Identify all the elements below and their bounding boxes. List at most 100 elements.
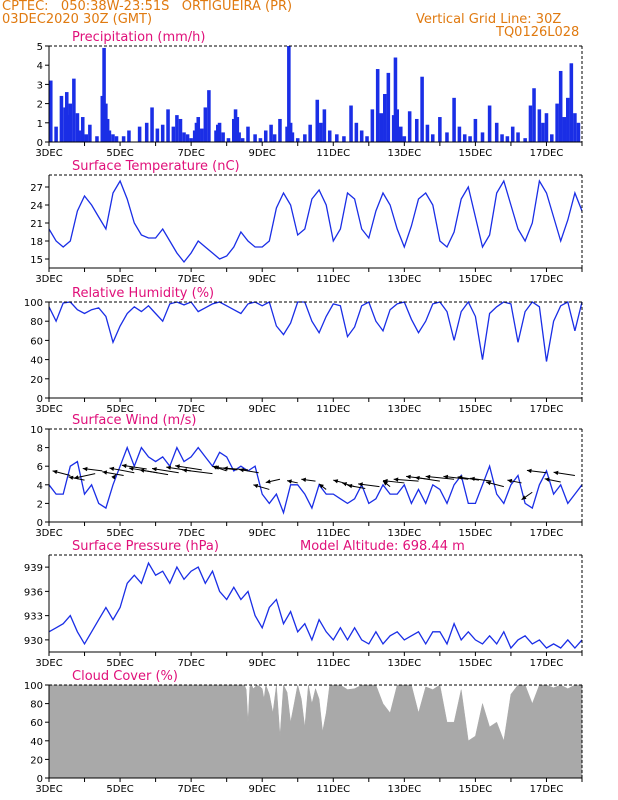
precip-bar	[88, 124, 92, 142]
precip-x-tick-label: 5DEC	[106, 148, 133, 159]
precip-bar	[569, 63, 574, 142]
pressure-y-tick-label: 930	[24, 636, 43, 647]
precip-bar	[308, 124, 312, 142]
wind-arrow-head	[68, 475, 74, 480]
wind-arrow-head	[301, 477, 306, 482]
precip-bar	[438, 117, 442, 142]
precip-bar	[349, 105, 353, 142]
precip-bar	[160, 124, 165, 142]
wind-series-line	[48, 445, 583, 515]
precip-bar	[399, 126, 403, 142]
precip-y-tick-label: 1	[37, 119, 43, 130]
wind-arrow-head	[457, 475, 463, 480]
rh-y-tick-label: 80	[30, 317, 43, 328]
precip-bar	[541, 122, 545, 142]
pressure-x-tick-label: 3DEC	[35, 658, 62, 669]
cloud-x-tick-label: 13DEC	[387, 784, 421, 795]
wind-y-tick-label: 2	[37, 499, 43, 510]
temp-panel: 15 18 21 24 27 3DEC 5DEC 7DEC 9DEC 11DEC 13DEC 15DE…	[30, 159, 583, 285]
precip-bar	[359, 130, 364, 142]
precip-bar	[462, 134, 467, 142]
precip-bar	[246, 126, 250, 142]
rh-x-tick-label: 11DEC	[316, 404, 350, 415]
wind-y-tick-label: 0	[37, 518, 43, 529]
wind-title: Surface Wind (m/s)	[72, 413, 196, 428]
precip-bar	[203, 107, 208, 142]
wind-y-tick-label: 8	[37, 444, 43, 455]
precip-bar	[194, 122, 199, 142]
cloud-y-tick-label: 100	[24, 681, 43, 692]
precip-title: Precipitation (mm/h)	[72, 30, 205, 45]
wind-x-tick-label: 11DEC	[316, 528, 350, 539]
pressure-x-tick-label: 9DEC	[249, 658, 276, 669]
pressure-y-tick-label: 933	[24, 612, 43, 623]
cloud-x-tick-label: 15DEC	[459, 784, 493, 795]
wind-arrow-head	[425, 474, 431, 479]
temp-y-tick-label: 24	[30, 201, 43, 212]
precip-bar	[335, 134, 339, 142]
precip-bar	[207, 90, 211, 142]
temp-x-tick-label: 17DEC	[530, 274, 564, 285]
pressure-series-line	[48, 561, 583, 650]
precip-bar	[64, 92, 69, 142]
temp-x-tick-label: 7DEC	[177, 274, 204, 285]
precip-bar	[102, 47, 106, 142]
precip-bar	[49, 80, 53, 142]
wind-arrow-head	[486, 481, 491, 486]
precip-bar	[80, 117, 85, 142]
wind-arrow-head	[52, 469, 58, 475]
precip-bar	[263, 130, 268, 142]
precip-bar	[532, 88, 536, 142]
date-header: 03DEC2020 30Z (GMT)	[2, 12, 153, 27]
precip-bar	[395, 109, 400, 142]
precip-bar	[175, 115, 179, 142]
precip-bar	[111, 134, 115, 142]
temp-x-tick-label: 5DEC	[106, 274, 133, 285]
precip-bar	[178, 118, 183, 142]
precip-bar	[278, 118, 282, 142]
precip-bar	[452, 97, 456, 142]
precip-bar	[200, 128, 204, 142]
pressure-x-tick-label: 15DEC	[459, 658, 493, 669]
precip-bar	[182, 132, 186, 142]
wind-arrow-head	[182, 468, 187, 473]
cloud-y-tick-label: 0	[37, 774, 43, 785]
wind-panel: 0 2 4 6 8 10 3DEC 5DEC 7DEC 9DEC 11DEC 13DEC 15DEC 17…	[30, 413, 583, 539]
precip-bar	[487, 105, 492, 142]
precip-bar	[445, 132, 449, 142]
precip-bar	[54, 126, 58, 142]
cloud-x-tick-label: 17DEC	[530, 784, 564, 795]
precip-bar	[59, 95, 64, 142]
precip-bar	[240, 138, 245, 142]
temp-series-line	[48, 179, 583, 264]
precip-bar	[253, 134, 257, 142]
wind-arrow-head	[253, 484, 259, 489]
precip-y-tick-label: 0	[37, 138, 43, 149]
wind-arrow-head	[287, 479, 292, 484]
rh-x-tick-label: 17DEC	[530, 404, 564, 415]
precip-y-tick-label: 2	[37, 100, 43, 111]
cloud-x-tick-label: 9DEC	[249, 784, 276, 795]
precip-bar	[287, 46, 291, 142]
wind-x-tick-label: 15DEC	[459, 528, 493, 539]
wind-arrow-head	[175, 464, 180, 469]
precip-bar	[494, 122, 499, 142]
wind-x-tick-label: 3DEC	[35, 528, 62, 539]
precip-bar	[386, 72, 391, 142]
precip-bar	[77, 130, 81, 142]
wind-arrow-head	[443, 474, 449, 480]
rh-x-tick-label: 13DEC	[387, 404, 421, 415]
precip-bar	[370, 109, 375, 142]
precip-bar	[290, 132, 295, 142]
precip-bar	[510, 126, 515, 142]
temp-x-tick-label: 9DEC	[249, 274, 276, 285]
wind-arrow-head	[333, 479, 339, 484]
precip-bar	[555, 103, 559, 142]
precip-bar	[473, 118, 478, 142]
precip-bar	[68, 103, 73, 142]
cloud-panel: 0 20 40 60 80 100 3DEC 5DEC 7DEC 9DEC 11DEC 13DEC 15…	[24, 669, 583, 795]
station-header: CPTEC: 050:38W-23:51S ORTIGUEIRA (PR)	[2, 0, 293, 14]
wind-arrow-head	[358, 482, 363, 487]
wind-arrow-head	[152, 467, 157, 472]
wind-arrow-head	[166, 465, 171, 470]
